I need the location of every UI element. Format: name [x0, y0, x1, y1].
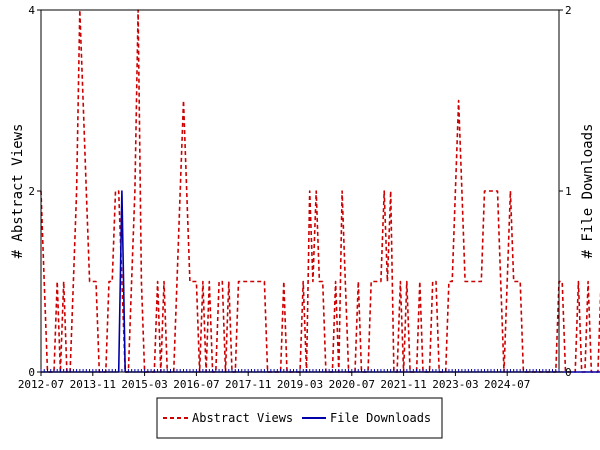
x-tick-label: 2017-11: [225, 378, 271, 391]
legend-label-abstract-views: Abstract Views: [192, 411, 293, 425]
y-left-tick-label: 2: [28, 185, 35, 198]
y-left-tick-label: 4: [28, 4, 35, 17]
y-right-tick-label: 2: [565, 4, 572, 17]
x-tick-label: 2012-07: [18, 378, 64, 391]
x-tick-label: 2020-07: [329, 378, 375, 391]
x-tick-label: 2024-07: [484, 378, 530, 391]
legend-label-file-downloads: File Downloads: [330, 411, 431, 425]
x-tick-label: 2015-03: [121, 378, 167, 391]
x-tick-label: 2019-03: [277, 378, 323, 391]
x-tick-label: 2023-03: [432, 378, 478, 391]
x-tick-label: 2013-11: [70, 378, 116, 391]
y-right-tick-label: 1: [565, 185, 572, 198]
y-left-tick-label: 0: [28, 366, 35, 379]
y-right-tick-label: 0: [565, 366, 572, 379]
y-left-axis-label: # Abstract Views: [10, 124, 26, 259]
y-right-axis-label: # File Downloads: [580, 124, 596, 259]
x-tick-label: 2021-11: [380, 378, 426, 391]
legend: Abstract Views File Downloads: [156, 397, 443, 439]
legend-box: [156, 397, 443, 439]
x-tick-label: 2016-07: [173, 378, 219, 391]
